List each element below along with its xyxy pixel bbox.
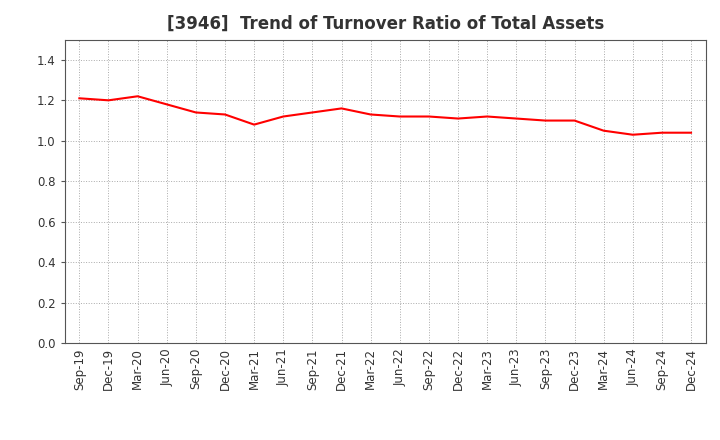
Title: [3946]  Trend of Turnover Ratio of Total Assets: [3946] Trend of Turnover Ratio of Total … xyxy=(166,15,604,33)
